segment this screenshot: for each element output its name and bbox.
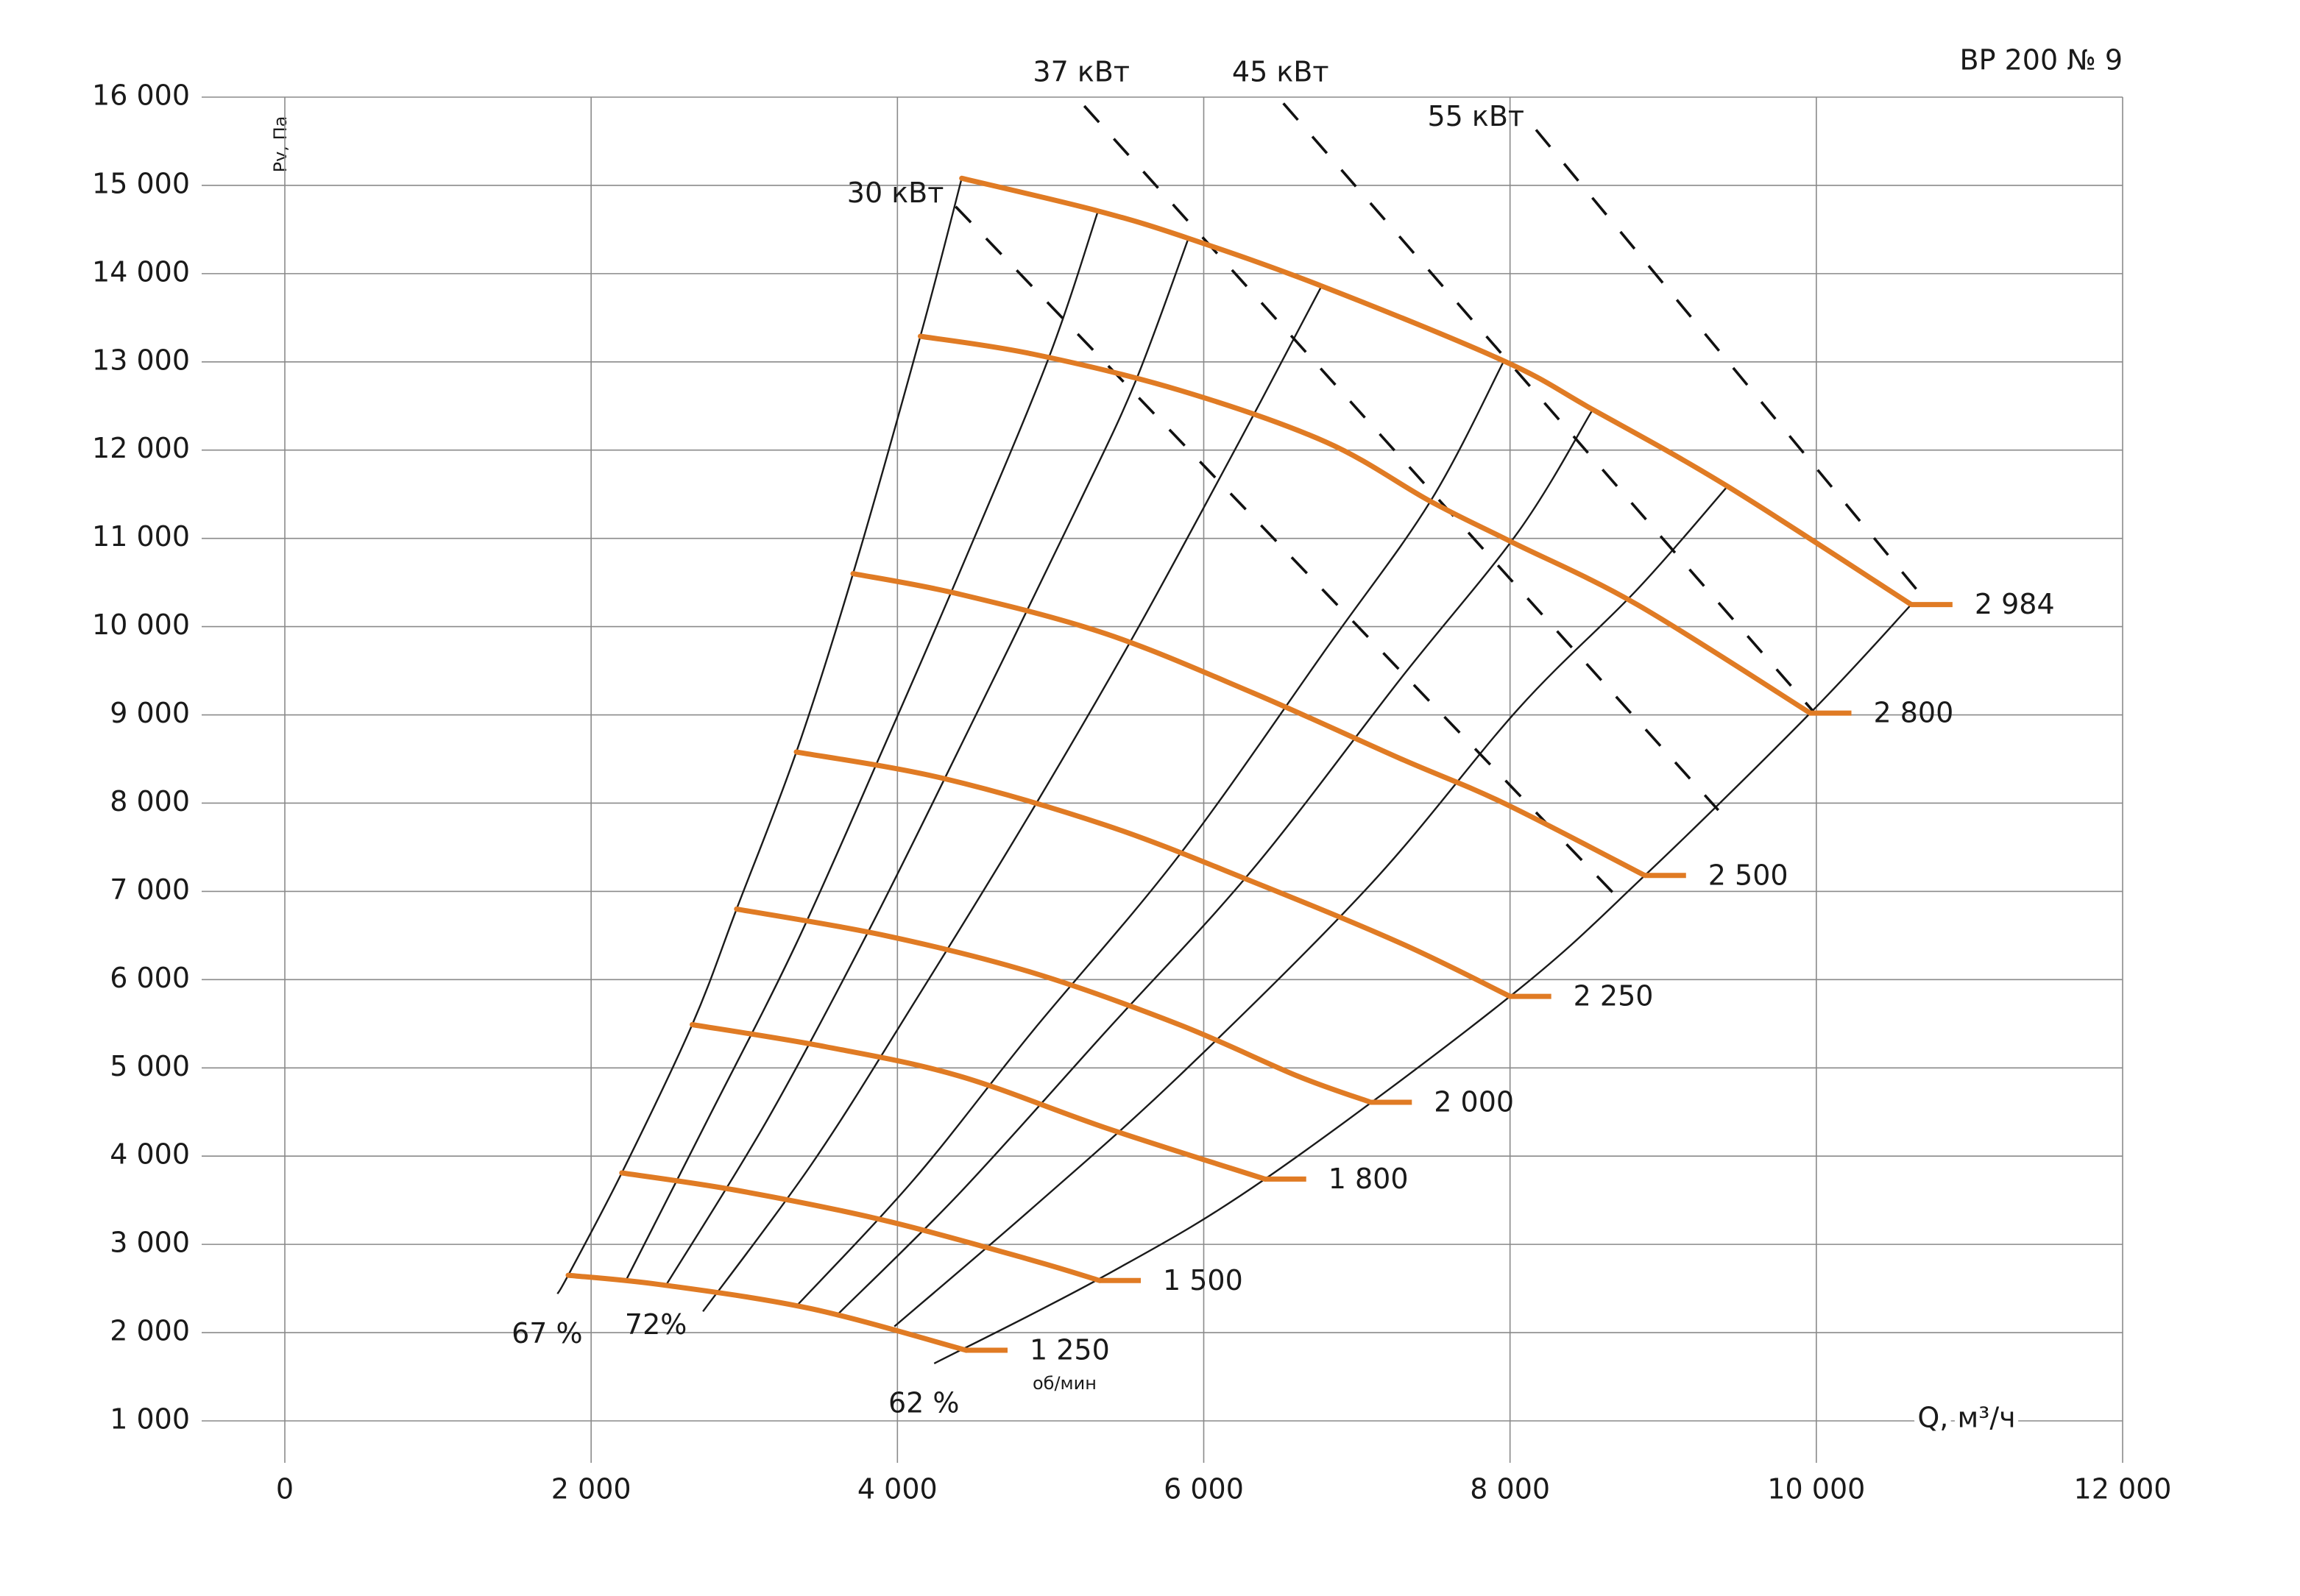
power-line xyxy=(1535,129,1920,593)
y-axis-label: Pv, Па xyxy=(270,116,291,173)
rpm-curve xyxy=(850,571,1648,879)
rpm-label: 1 250 xyxy=(1030,1334,1110,1366)
efficiency-label: 67 % xyxy=(512,1317,583,1349)
rpm-curve xyxy=(734,906,1373,1105)
y-tick-label: 9 000 xyxy=(110,697,190,729)
power-label: 55 кВт xyxy=(1427,100,1524,132)
rpm-curve xyxy=(918,333,1813,716)
chart-title: ВР 200 № 9 xyxy=(1960,44,2123,77)
rpm-curve xyxy=(959,175,1914,608)
power-label: 37 кВт xyxy=(1033,56,1130,88)
y-tick-label: 13 000 xyxy=(92,344,190,376)
rpm-label: 2 500 xyxy=(1708,859,1788,891)
x-axis-label: Q, м³/ч xyxy=(1917,1402,2015,1434)
efficiency-curve xyxy=(625,210,1100,1280)
rpm-label: 2 984 xyxy=(1975,588,2055,620)
x-tick-label: 12 000 xyxy=(2074,1473,2172,1505)
y-tick-label: 6 000 xyxy=(110,962,190,994)
efficiency-curve xyxy=(702,285,1323,1313)
y-tick-label: 7 000 xyxy=(110,873,190,906)
efficiency-curve xyxy=(665,238,1189,1285)
y-tick-label: 8 000 xyxy=(110,785,190,817)
y-tick-label: 11 000 xyxy=(92,520,190,553)
efficiency-curve xyxy=(933,603,1912,1365)
y-tick-label: 16 000 xyxy=(92,79,190,112)
x-tick-label: 4 000 xyxy=(857,1473,938,1505)
efficiency-curve xyxy=(796,361,1505,1307)
y-tick-label: 10 000 xyxy=(92,609,190,641)
x-tick-label: 10 000 xyxy=(1767,1473,1865,1505)
rpm-label: 2 800 xyxy=(1874,697,1954,729)
efficiency-curve xyxy=(894,486,1729,1327)
efficiency-label: 72% xyxy=(625,1308,687,1341)
power-line xyxy=(1282,102,1818,716)
x-tick-label: 2 000 xyxy=(551,1473,631,1505)
rpm-unit: об/мин xyxy=(1033,1373,1097,1394)
power-label: 45 кВт xyxy=(1232,56,1329,88)
rpm-label: 1 500 xyxy=(1163,1264,1243,1297)
rpm-curve xyxy=(619,1170,1103,1283)
y-tick-label: 5 000 xyxy=(110,1050,190,1082)
x-tick-label: 8 000 xyxy=(1470,1473,1550,1505)
power-line xyxy=(1083,104,1720,812)
rpm-curve xyxy=(793,749,1513,999)
y-tick-label: 12 000 xyxy=(92,432,190,464)
y-tick-label: 2 000 xyxy=(110,1315,190,1347)
efficiency-curve xyxy=(556,177,963,1294)
y-tick-label: 1 000 xyxy=(110,1403,190,1436)
rpm-label: 2 000 xyxy=(1434,1086,1514,1118)
power-label: 30 кВт xyxy=(847,177,944,209)
efficiency-curve xyxy=(835,408,1594,1317)
rpm-label: 1 800 xyxy=(1328,1163,1409,1195)
x-tick-label: 6 000 xyxy=(1164,1473,1244,1505)
y-tick-label: 3 000 xyxy=(110,1227,190,1259)
rpm-curve xyxy=(565,1272,969,1353)
power-line xyxy=(955,205,1623,904)
y-tick-label: 15 000 xyxy=(92,167,190,199)
x-tick-label: 0 xyxy=(276,1473,294,1505)
y-tick-label: 4 000 xyxy=(110,1138,190,1171)
rpm-curve xyxy=(690,1022,1268,1182)
efficiency-label: 62 % xyxy=(888,1387,960,1419)
rpm-label: 2 250 xyxy=(1574,980,1654,1012)
y-tick-label: 14 000 xyxy=(92,255,190,288)
